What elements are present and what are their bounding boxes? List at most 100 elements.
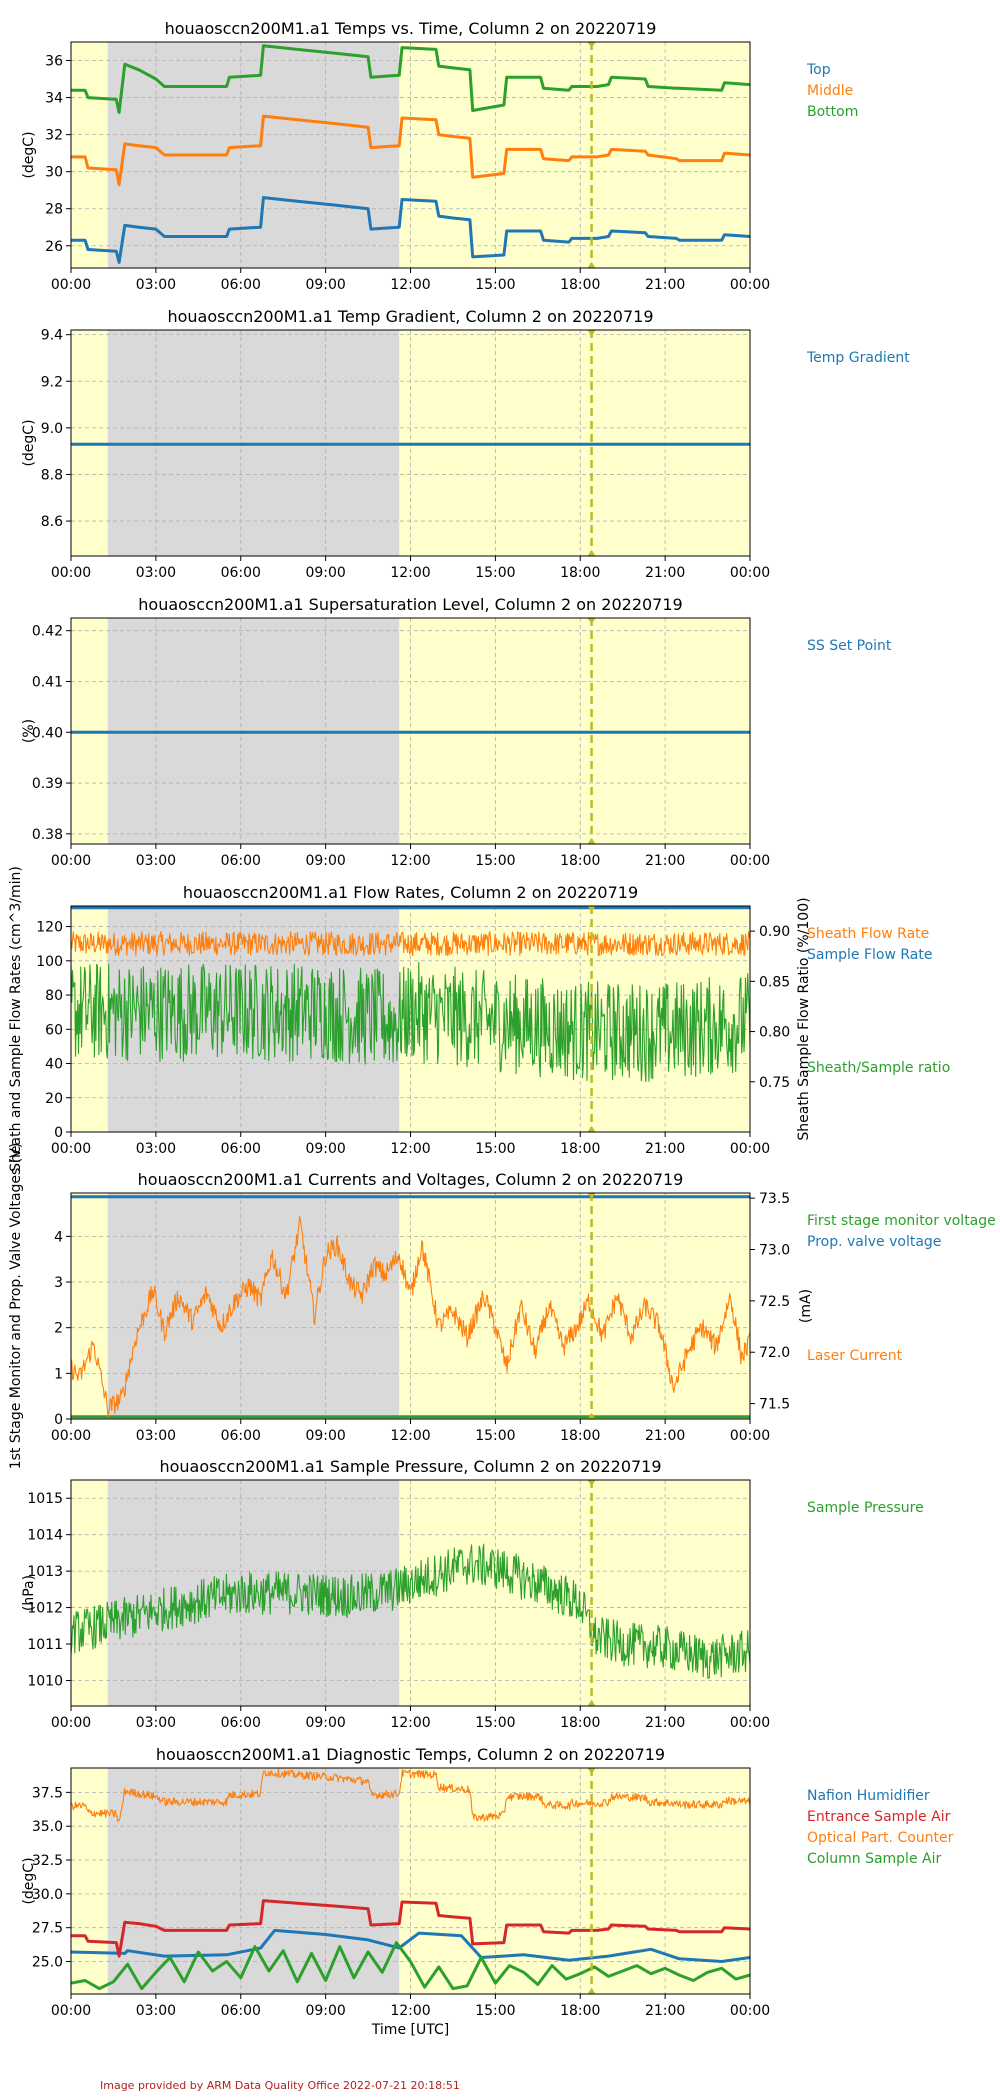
y-axis-label: (%) bbox=[21, 719, 37, 743]
x-tick-label: 00:00 bbox=[730, 1141, 770, 1157]
series-line-4 bbox=[70, 1941, 751, 1991]
legend-entry: Sheath/Sample ratio bbox=[807, 1060, 950, 1076]
x-tick-label: 21:00 bbox=[645, 853, 685, 869]
y-tick-label: 34 bbox=[45, 91, 63, 107]
x-tick-label: 03:00 bbox=[136, 277, 176, 293]
x-tick-label: 09:00 bbox=[305, 2003, 345, 2019]
marker-top bbox=[587, 906, 596, 912]
y-tick-label: 32.5 bbox=[32, 1853, 63, 1869]
x-tick-label: 12:00 bbox=[390, 1141, 430, 1157]
y-tick-label: 32 bbox=[45, 128, 63, 144]
y-tick-label: 1014 bbox=[27, 1528, 63, 1544]
y-tick-label: 0 bbox=[54, 1125, 63, 1141]
marker-bottom bbox=[587, 550, 596, 556]
x-tick-label: 06:00 bbox=[221, 1141, 261, 1157]
x-tick-label: 03:00 bbox=[136, 853, 176, 869]
marker-top bbox=[587, 42, 596, 48]
chart-title: houaosccn200M1.a1 Diagnostic Temps, Colu… bbox=[156, 1745, 665, 1764]
x-tick-label: 15:00 bbox=[475, 853, 515, 869]
series-line-1 bbox=[71, 196, 751, 264]
chart-title: houaosccn200M1.a1 Sample Pressure, Colum… bbox=[159, 1457, 661, 1476]
y-tick-label: 0.41 bbox=[32, 674, 63, 690]
series-line-1 bbox=[70, 931, 751, 957]
series-line-3 bbox=[70, 961, 751, 1083]
y-tick-label: 0.39 bbox=[32, 776, 63, 792]
x-tick-label: 18:00 bbox=[560, 1141, 600, 1157]
marker-top bbox=[587, 1193, 596, 1199]
y-tick-label: 0 bbox=[54, 1412, 63, 1428]
y-right-tick-label: 0.80 bbox=[759, 1025, 790, 1041]
y-tick-label: 25.0 bbox=[32, 1955, 63, 1971]
y-tick-label: 0.42 bbox=[32, 624, 63, 640]
x-tick-label: 15:00 bbox=[475, 565, 515, 581]
series-line-2 bbox=[71, 1899, 751, 1958]
x-axis-label: Time [UTC] bbox=[371, 2022, 449, 2038]
series-line-1 bbox=[70, 1543, 751, 1679]
x-tick-label: 00:00 bbox=[730, 1715, 770, 1731]
x-tick-label: 15:00 bbox=[475, 1141, 515, 1157]
x-tick-label: 00:00 bbox=[730, 2003, 770, 2019]
x-tick-label: 21:00 bbox=[645, 565, 685, 581]
marker-bottom bbox=[587, 1413, 596, 1419]
legend-entry: Sample Flow Rate bbox=[807, 947, 932, 963]
y-tick-label: 100 bbox=[36, 954, 63, 970]
y-tick-label: 27.5 bbox=[32, 1921, 63, 1937]
marker-bottom bbox=[587, 1700, 596, 1706]
x-tick-label: 00:00 bbox=[730, 1428, 770, 1444]
x-tick-label: 18:00 bbox=[560, 853, 600, 869]
legend-entry: SS Set Point bbox=[807, 638, 892, 654]
legend-entry: Entrance Sample Air bbox=[807, 1809, 951, 1825]
y-tick-label: 3 bbox=[54, 1275, 63, 1291]
y-tick-label: 2 bbox=[54, 1321, 63, 1337]
x-tick-label: 12:00 bbox=[390, 277, 430, 293]
x-tick-label: 00:00 bbox=[51, 1428, 91, 1444]
y-tick-label: 80 bbox=[45, 988, 63, 1004]
marker-top bbox=[587, 330, 596, 336]
marker-top bbox=[587, 1768, 596, 1774]
legend-entry: Sample Pressure bbox=[807, 1500, 924, 1516]
x-tick-label: 15:00 bbox=[475, 1428, 515, 1444]
x-tick-label: 18:00 bbox=[560, 2003, 600, 2019]
legend-entry: Temp Gradient bbox=[806, 350, 910, 366]
legend-entry: Top bbox=[806, 62, 831, 78]
y-axis-label: (degC) bbox=[21, 131, 37, 178]
y-axis-label: 1st Stage Monitor and Prop. Valve Voltag… bbox=[8, 1143, 24, 1470]
x-tick-label: 00:00 bbox=[51, 1141, 91, 1157]
x-tick-label: 03:00 bbox=[136, 565, 176, 581]
y-tick-label: 9.0 bbox=[41, 421, 63, 437]
y-right-tick-label: 73.0 bbox=[759, 1243, 790, 1259]
y-right-axis-label: Sheath Sample Flow Ratio (%/100) bbox=[796, 897, 812, 1140]
x-tick-label: 00:00 bbox=[51, 565, 91, 581]
x-tick-label: 09:00 bbox=[305, 1428, 345, 1444]
y-tick-label: 60 bbox=[45, 1022, 63, 1038]
y-tick-label: 1011 bbox=[27, 1637, 63, 1653]
footer-credit: Image provided by ARM Data Quality Offic… bbox=[100, 2079, 460, 2092]
legend-entry: Laser Current bbox=[807, 1348, 903, 1364]
y-tick-label: 120 bbox=[36, 920, 63, 936]
marker-bottom bbox=[587, 1988, 596, 1994]
y-tick-label: 40 bbox=[45, 1057, 63, 1073]
x-tick-label: 21:00 bbox=[645, 277, 685, 293]
chart-title: houaosccn200M1.a1 Temp Gradient, Column … bbox=[167, 307, 653, 326]
x-tick-label: 21:00 bbox=[645, 2003, 685, 2019]
x-tick-label: 18:00 bbox=[560, 565, 600, 581]
x-tick-label: 09:00 bbox=[305, 277, 345, 293]
series-line-1 bbox=[70, 1928, 751, 1963]
x-tick-label: 12:00 bbox=[390, 1428, 430, 1444]
series-line-3 bbox=[70, 1215, 751, 1418]
y-right-tick-label: 0.85 bbox=[759, 974, 790, 990]
x-tick-label: 06:00 bbox=[221, 1715, 261, 1731]
chart-panel-4: 00:00 03:00 06:00 09:00 12:00 15:00 18:00 21:00… bbox=[8, 866, 950, 1172]
y-tick-label: 1012 bbox=[27, 1601, 63, 1617]
x-tick-label: 15:00 bbox=[475, 277, 515, 293]
y-right-tick-label: 72.0 bbox=[759, 1345, 790, 1361]
x-tick-label: 00:00 bbox=[51, 2003, 91, 2019]
chart-title: houaosccn200M1.a1 Currents and Voltages,… bbox=[138, 1170, 684, 1189]
legend-entry: Nafion Humidifier bbox=[807, 1788, 930, 1804]
x-tick-label: 06:00 bbox=[221, 2003, 261, 2019]
x-tick-label: 15:00 bbox=[475, 2003, 515, 2019]
y-tick-label: 20 bbox=[45, 1091, 63, 1107]
y-right-tick-label: 0.90 bbox=[759, 924, 790, 940]
x-tick-label: 06:00 bbox=[221, 565, 261, 581]
